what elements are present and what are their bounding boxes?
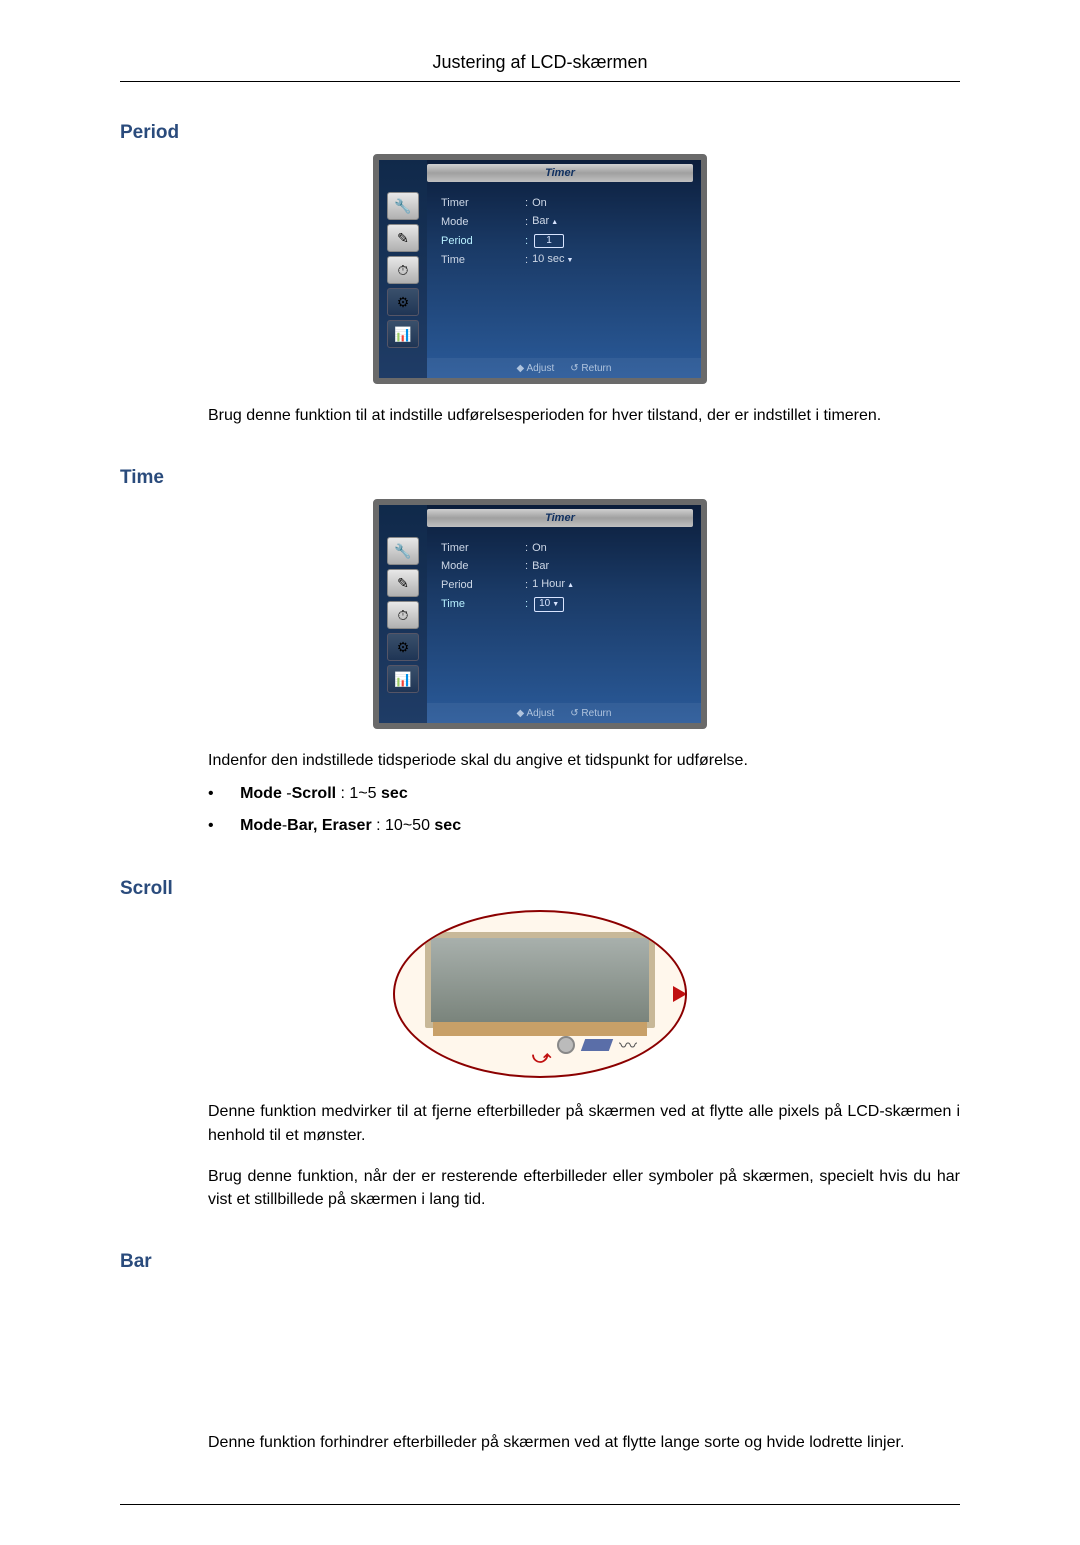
section-title-bar: Bar [120,1251,960,1273]
osd-time: Timer 🔧 ✎ ⏱ ⚙ 📊 Timer : On Mode : Bar [373,499,707,729]
osd-menu-icon-5: 📊 [387,665,419,693]
osd-content: Timer : On Mode : Bar Period : 1 Time : [441,194,689,270]
osd-row-label: Period [441,232,525,250]
osd-menu-icon-4: ⚙ [387,288,419,316]
osd-period-wrap: Timer 🔧 ✎ ⏱ ⚙ 📊 Timer : On Mode : Bar [120,154,960,384]
osd-menu-icon-3: ⏱ [387,601,419,629]
osd-row-active: Period : 1 [441,232,689,250]
osd-row-value: 10 sec [532,250,573,270]
footer-rule [120,1504,960,1505]
osd-row-value: On [532,539,547,557]
osd-menu-icon-4: ⚙ [387,633,419,661]
osd-adjust-hint: ◆ Adjust [517,708,555,719]
osd-title: Timer [427,167,693,179]
osd-titlebar: Timer [427,509,693,527]
osd-row: Timer : On [441,539,689,557]
osd-row-active: Time : 10 [441,595,689,613]
osd-row-label: Time [441,251,525,269]
osd-row: Mode : Bar [441,557,689,575]
osd-menu-icon-1: 🔧 [387,537,419,565]
document-page: Justering af LCD-skærmen Period Timer 🔧 … [0,0,1080,1545]
section-title-scroll: Scroll [120,878,960,900]
osd-footer: ◆ Adjust ↺ Return [427,703,701,723]
osd-footer: ◆ Adjust ↺ Return [427,358,701,378]
osd-content: Timer : On Mode : Bar Period : 1 Hour Ti… [441,539,689,613]
scroll-description-2: Brug denne funktion, når der er resteren… [208,1165,960,1211]
osd-row-value: Bar [532,212,558,232]
time-bullet-1: Mode -Scroll : 1~5 sec [208,782,960,806]
osd-time-wrap: Timer 🔧 ✎ ⏱ ⚙ 📊 Timer : On Mode : Bar [120,499,960,729]
time-bullet-list: Mode -Scroll : 1~5 sec Mode-Bar, Eraser … [208,782,960,838]
page-header: Justering af LCD-skærmen [120,52,960,82]
remote-icon [581,1039,613,1051]
osd-colon: : [525,595,528,613]
osd-sidebar: 🔧 ✎ ⏱ ⚙ 📊 [379,160,427,378]
osd-return-hint: ↺ Return [570,363,611,374]
osd-menu-icon-2: ✎ [387,569,419,597]
disc-icon [557,1036,575,1054]
osd-colon: : [525,539,528,557]
scroll-description-1: Denne funktion medvirker til at fjerne e… [208,1100,960,1146]
period-description: Brug denne funktion til at indstille udf… [208,404,960,427]
osd-colon: : [525,232,528,250]
osd-title: Timer [427,512,693,524]
osd-colon: : [525,194,528,212]
osd-colon: : [525,576,528,594]
osd-sidebar: 🔧 ✎ ⏱ ⚙ 📊 [379,505,427,723]
osd-titlebar: Timer [427,164,693,182]
bar-description: Denne funktion forhindrer efterbilleder … [208,1431,960,1454]
osd-return-hint: ↺ Return [570,708,611,719]
osd-value-box: 1 [534,234,564,248]
accessories-group: 〰 [557,1032,637,1058]
monitor-icon [425,932,655,1028]
osd-colon: : [525,213,528,231]
osd-row-label: Mode [441,557,525,575]
time-bullet-2: Mode-Bar, Eraser : 10~50 sec [208,814,960,838]
bar-illustration-placeholder [120,1283,960,1413]
osd-menu-icon-3: ⏱ [387,256,419,284]
scroll-illustration-wrap: 〰 ⤻ [120,910,960,1078]
scroll-illustration: 〰 ⤻ [393,910,687,1078]
osd-menu-icon-2: ✎ [387,224,419,252]
osd-menu-icon-5: 📊 [387,320,419,348]
osd-row-value: Bar [532,557,549,575]
osd-colon: : [525,251,528,269]
osd-row-label: Mode [441,213,525,231]
section-title-period: Period [120,122,960,144]
section-title-time: Time [120,467,960,489]
osd-row-label: Time [441,595,525,613]
arrow-curve-icon: ⤻ [532,1047,548,1068]
osd-row-label: Period [441,576,525,594]
osd-row: Timer : On [441,194,689,212]
osd-row: Period : 1 Hour [441,575,689,595]
osd-period: Timer 🔧 ✎ ⏱ ⚙ 📊 Timer : On Mode : Bar [373,154,707,384]
osd-value-box: 10 [534,597,564,612]
arrow-right-icon [673,986,687,1002]
osd-row-label: Timer [441,194,525,212]
osd-adjust-hint: ◆ Adjust [517,363,555,374]
osd-colon: : [525,557,528,575]
osd-row: Time : 10 sec [441,250,689,270]
time-description: Indenfor den indstillede tidsperiode ska… [208,749,960,772]
osd-menu-icon-1: 🔧 [387,192,419,220]
cable-icon: 〰 [619,1032,637,1058]
osd-row: Mode : Bar [441,212,689,232]
osd-row-value: 1 Hour [532,575,574,595]
osd-row-label: Timer [441,539,525,557]
osd-row-value: On [532,194,547,212]
